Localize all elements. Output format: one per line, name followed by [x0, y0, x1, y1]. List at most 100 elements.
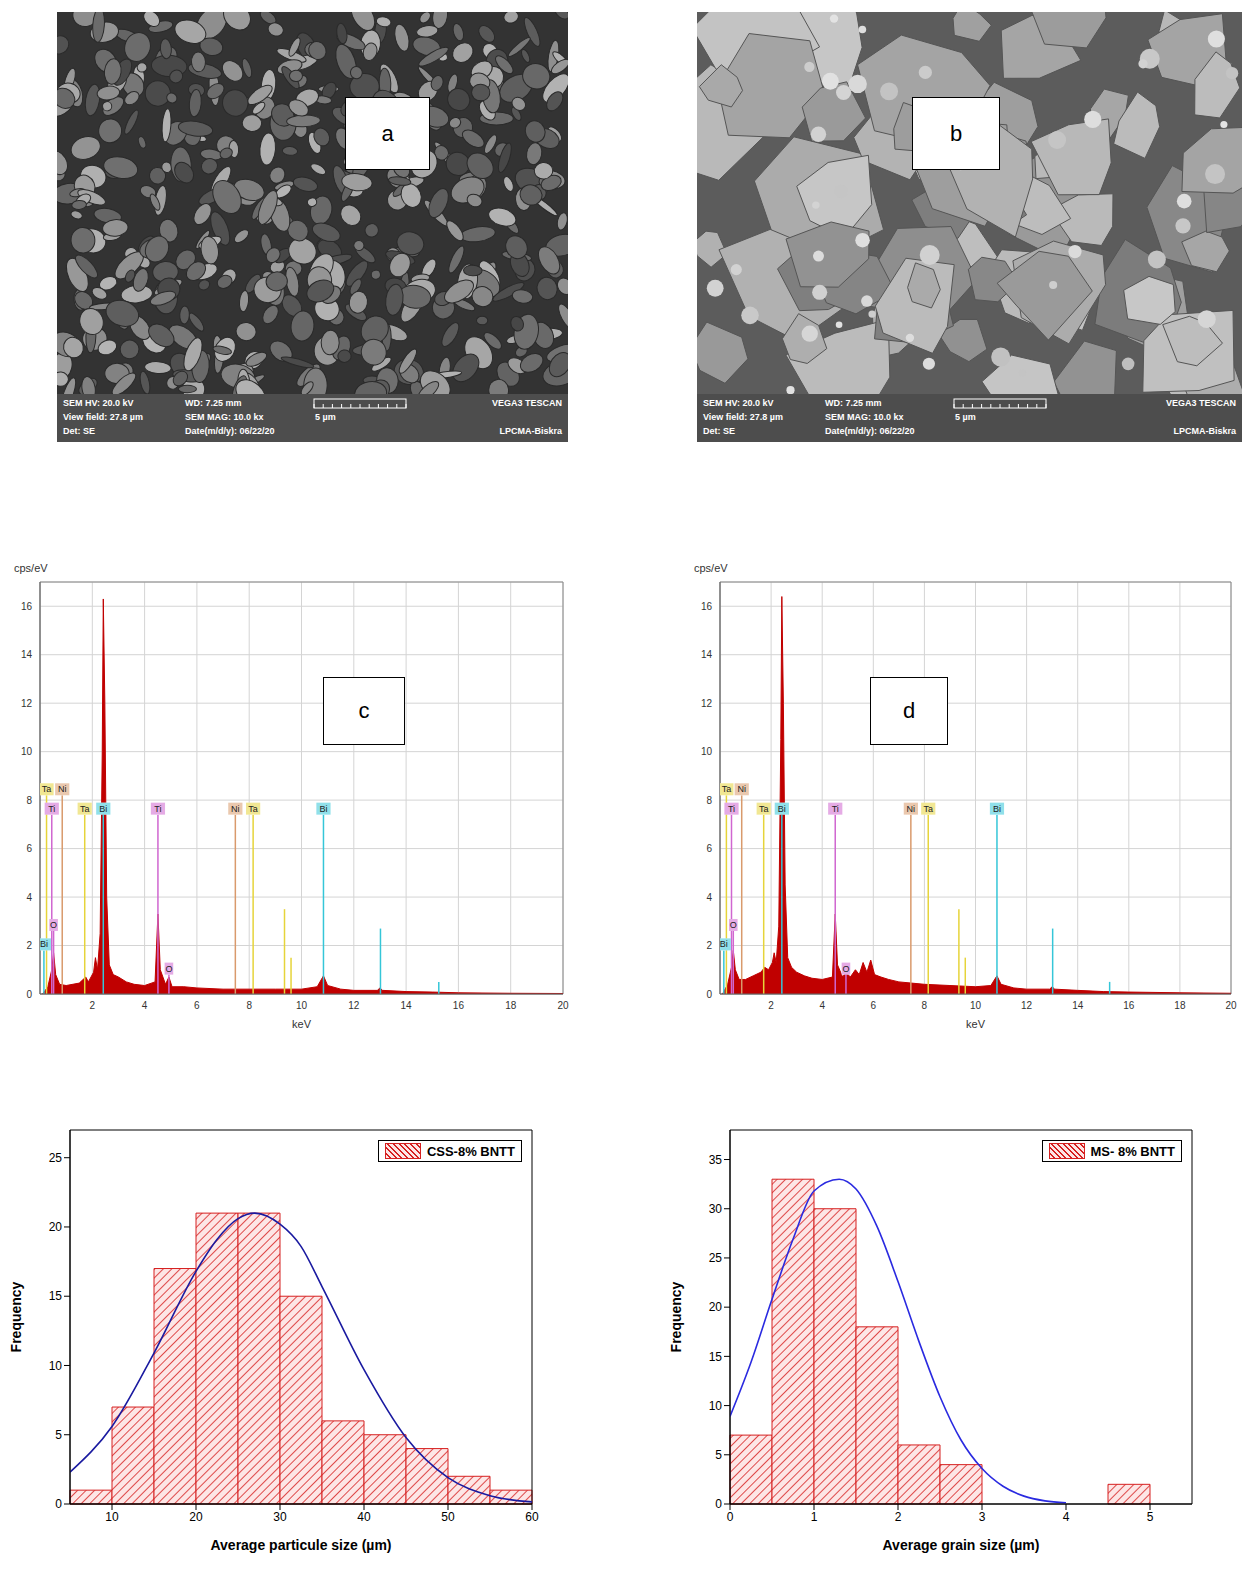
svg-text:60: 60 — [525, 1510, 539, 1524]
svg-text:20: 20 — [557, 1000, 569, 1011]
svg-text:Ta: Ta — [722, 784, 732, 794]
svg-text:25: 25 — [709, 1251, 723, 1265]
html-text:CSS-8% BNTT: CSS-8% BNTT — [426, 1143, 515, 1159]
svg-text:20: 20 — [709, 1300, 723, 1314]
svg-text:18: 18 — [505, 1000, 517, 1011]
svg-text:15: 15 — [49, 1289, 63, 1303]
svg-text:Ti: Ti — [832, 804, 839, 814]
svg-text:6: 6 — [706, 843, 712, 854]
svg-text:6: 6 — [26, 843, 32, 854]
svg-text:16: 16 — [453, 1000, 465, 1011]
svg-text:Frequency: Frequency — [668, 1281, 684, 1352]
svg-text:Average particule size (µm): Average particule size (µm) — [210, 1537, 391, 1553]
svg-text:2: 2 — [895, 1510, 902, 1524]
svg-text:3: 3 — [979, 1510, 986, 1524]
svg-text:20: 20 — [1225, 1000, 1237, 1011]
svg-text:30: 30 — [273, 1510, 287, 1524]
svg-text:4: 4 — [142, 1000, 148, 1011]
svg-text:10: 10 — [296, 1000, 308, 1011]
svg-text:8: 8 — [246, 1000, 252, 1011]
svg-text:12: 12 — [1021, 1000, 1033, 1011]
svg-text:35: 35 — [709, 1153, 723, 1167]
svg-text:O: O — [50, 920, 57, 930]
svg-text:25: 25 — [49, 1151, 63, 1165]
svg-text:16: 16 — [1123, 1000, 1135, 1011]
svg-text:O: O — [842, 964, 849, 974]
svg-text:Ni: Ni — [907, 804, 916, 814]
svg-text:0: 0 — [55, 1497, 62, 1511]
svg-text:12: 12 — [701, 698, 713, 709]
svg-text:10: 10 — [21, 746, 33, 757]
svg-text:4: 4 — [1063, 1510, 1070, 1524]
svg-text:10: 10 — [701, 746, 713, 757]
svg-text:5: 5 — [715, 1448, 722, 1462]
svg-text:2: 2 — [26, 940, 32, 951]
svg-text:12: 12 — [348, 1000, 360, 1011]
svg-text:14: 14 — [701, 649, 713, 660]
html-text:a: a — [381, 120, 394, 146]
svg-text:10: 10 — [970, 1000, 982, 1011]
svg-text:Ni: Ni — [231, 804, 240, 814]
svg-text:Frequency: Frequency — [8, 1281, 24, 1352]
svg-text:Ta: Ta — [42, 784, 52, 794]
html-text:MS- 8% BNTT: MS- 8% BNTT — [1090, 1143, 1175, 1159]
svg-text:Bi: Bi — [720, 939, 728, 949]
svg-text:Bi: Bi — [40, 939, 48, 949]
svg-text:16: 16 — [21, 601, 33, 612]
svg-text:30: 30 — [709, 1202, 723, 1216]
svg-text:Ni: Ni — [58, 784, 67, 794]
svg-text:Ni: Ni — [737, 784, 746, 794]
svg-text:15: 15 — [709, 1350, 723, 1364]
svg-text:20: 20 — [49, 1220, 63, 1234]
svg-text:1: 1 — [811, 1510, 818, 1524]
svg-text:O: O — [165, 964, 172, 974]
svg-text:Average grain size (µm): Average grain size (µm) — [883, 1537, 1040, 1553]
svg-text:10: 10 — [105, 1510, 119, 1524]
svg-text:8: 8 — [706, 795, 712, 806]
svg-text:12: 12 — [21, 698, 33, 709]
svg-text:10: 10 — [49, 1359, 63, 1373]
svg-text:50: 50 — [441, 1510, 455, 1524]
svg-text:Bi: Bi — [993, 804, 1001, 814]
svg-text:Ti: Ti — [154, 804, 161, 814]
html-text:b: b — [949, 120, 963, 146]
html-text:d: d — [902, 698, 916, 723]
svg-text:14: 14 — [401, 1000, 413, 1011]
svg-text:keV: keV — [292, 1018, 312, 1030]
svg-text:Ta: Ta — [248, 804, 258, 814]
svg-text:2: 2 — [768, 1000, 774, 1011]
svg-text:8: 8 — [922, 1000, 928, 1011]
svg-text:6: 6 — [871, 1000, 877, 1011]
svg-text:Ta: Ta — [759, 804, 769, 814]
svg-text:4: 4 — [26, 892, 32, 903]
svg-text:14: 14 — [21, 649, 33, 660]
svg-text:14: 14 — [1072, 1000, 1084, 1011]
svg-text:0: 0 — [706, 989, 712, 1000]
svg-text:Ta: Ta — [923, 804, 933, 814]
svg-text:5: 5 — [1147, 1510, 1154, 1524]
html-text:cps/eV: cps/eV — [14, 562, 48, 574]
svg-text:2: 2 — [706, 940, 712, 951]
svg-text:Bi: Bi — [99, 804, 107, 814]
svg-text:4: 4 — [706, 892, 712, 903]
svg-text:20: 20 — [189, 1510, 203, 1524]
svg-text:0: 0 — [26, 989, 32, 1000]
svg-text:10: 10 — [709, 1399, 723, 1413]
svg-text:8: 8 — [26, 795, 32, 806]
svg-text:O: O — [730, 920, 737, 930]
svg-text:5: 5 — [55, 1428, 62, 1442]
svg-text:16: 16 — [701, 601, 713, 612]
svg-text:18: 18 — [1174, 1000, 1186, 1011]
svg-text:Ti: Ti — [48, 804, 55, 814]
svg-text:Bi: Bi — [319, 804, 327, 814]
svg-text:40: 40 — [357, 1510, 371, 1524]
svg-text:6: 6 — [194, 1000, 200, 1011]
svg-text:keV: keV — [966, 1018, 986, 1030]
svg-text:Ti: Ti — [728, 804, 735, 814]
svg-text:2: 2 — [90, 1000, 96, 1011]
svg-text:4: 4 — [819, 1000, 825, 1011]
svg-text:Bi: Bi — [778, 804, 786, 814]
svg-text:0: 0 — [727, 1510, 734, 1524]
svg-text:Ta: Ta — [80, 804, 90, 814]
svg-text:0: 0 — [715, 1497, 722, 1511]
